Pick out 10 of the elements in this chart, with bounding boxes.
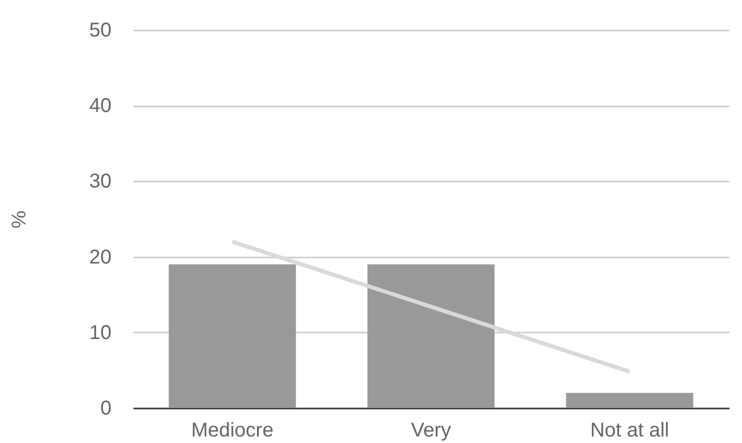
y-tick-label: 30 [89,170,112,193]
y-tick-label: 20 [89,246,112,268]
x-tick-label: Not at all [590,420,670,442]
y-tick-label: 40 [89,95,112,118]
y-tick-label: 0 [100,398,112,420]
y-axis-title: % [8,210,30,228]
x-tick-label: Mediocre [191,420,274,442]
x-tick-label: Very [410,420,452,442]
y-tick-label: 50 [89,20,112,42]
y-tick-label: 10 [89,322,112,344]
